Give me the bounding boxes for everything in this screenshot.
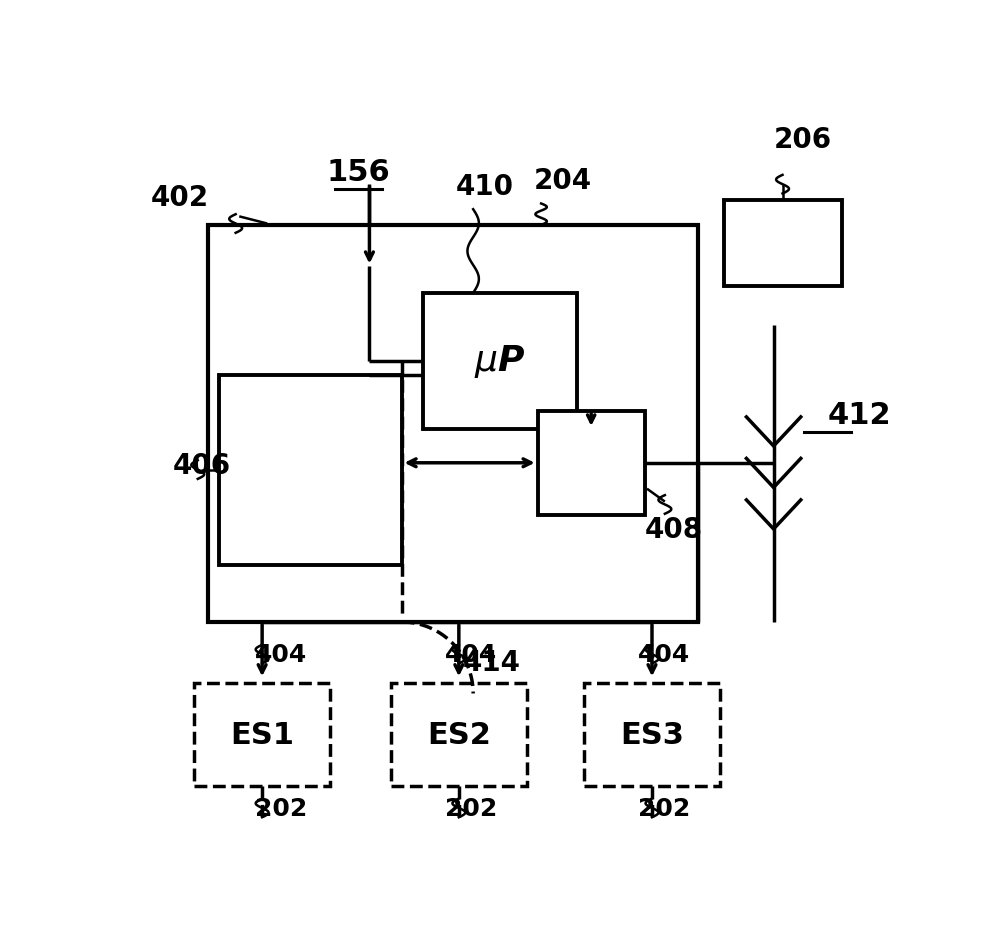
Bar: [391, 683, 527, 787]
Text: ES3: ES3: [620, 720, 684, 749]
Text: 408: 408: [645, 515, 703, 544]
Bar: [584, 683, 720, 787]
Text: 412: 412: [827, 400, 891, 430]
Text: 414: 414: [462, 649, 520, 677]
Text: 202: 202: [445, 796, 497, 820]
Bar: [538, 411, 645, 515]
Text: $\mu$P: $\mu$P: [474, 343, 526, 380]
Text: 404: 404: [255, 642, 307, 666]
Text: 202: 202: [255, 796, 307, 820]
Text: 406: 406: [173, 451, 231, 479]
Bar: [194, 683, 330, 787]
Text: 202: 202: [638, 796, 690, 820]
Bar: [219, 376, 402, 565]
Text: 156: 156: [327, 158, 391, 187]
Text: ES1: ES1: [230, 720, 294, 749]
Text: 206: 206: [774, 126, 832, 154]
Text: 404: 404: [638, 642, 690, 666]
Text: 402: 402: [150, 184, 208, 212]
Text: ES2: ES2: [427, 720, 491, 749]
Text: 404: 404: [445, 642, 497, 666]
Text: 410: 410: [455, 173, 513, 200]
Text: 204: 204: [534, 167, 592, 195]
Bar: [724, 200, 842, 287]
Bar: [208, 226, 698, 623]
Bar: [423, 293, 577, 430]
